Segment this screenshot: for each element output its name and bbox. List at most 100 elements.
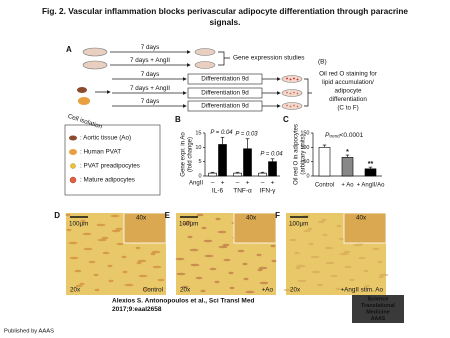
error-bar: [220, 136, 225, 145]
panel-label: D: [54, 211, 60, 220]
legend-frame: [64, 124, 161, 196]
cell-blob: [377, 260, 383, 264]
cell-blob: [336, 224, 342, 228]
pvat-icon: [78, 97, 90, 105]
arrow-label: 7 days: [141, 71, 160, 78]
error-bar: [260, 171, 265, 174]
cell-blob: [108, 279, 114, 283]
cell-blob: [66, 228, 72, 232]
micrograph: [175, 212, 277, 295]
cell-blob: [325, 261, 335, 265]
cell-blob: [190, 263, 200, 267]
cell-dot: [293, 91, 295, 94]
step-label: (C to F): [337, 105, 358, 112]
dish: [281, 102, 303, 110]
category-label: IL-6: [212, 188, 224, 195]
y-tick-label: 0: [306, 173, 309, 179]
logo-bg: [352, 295, 404, 323]
y-tick-label: 10: [195, 145, 201, 151]
scale-label: 100µm: [69, 221, 88, 228]
cell-blob: [288, 223, 296, 227]
dish: [194, 61, 216, 69]
box-label: Differentiation 9d: [201, 76, 249, 83]
y-axis-label: (fold change): [188, 137, 194, 172]
cell-blob: [115, 227, 123, 231]
inset: [343, 212, 387, 244]
annotation: P = 0.04: [210, 130, 233, 136]
legend-icon: [69, 149, 77, 155]
category-label: + Ao: [341, 183, 354, 189]
citation: Alexios S. Antonopoulos et al., Sci Tran…: [112, 298, 254, 305]
cell-blob: [271, 259, 277, 263]
cell-dot: [296, 78, 299, 81]
dish: [281, 89, 303, 97]
cell-blob: [349, 278, 355, 282]
cell-blob: [93, 273, 99, 277]
cell-blob: [283, 288, 293, 292]
micrograph: [283, 212, 389, 295]
cell-blob: [189, 248, 199, 252]
bracket: [218, 51, 230, 66]
footer: Published by AAAS: [4, 329, 54, 335]
y-axis-label: Gene expr. in Ao: [181, 132, 187, 177]
panel-label: C: [283, 115, 289, 124]
series-label: –: [261, 180, 265, 187]
legend-icon: [69, 135, 77, 141]
y-tick-label: 50: [303, 159, 309, 165]
y-tick-label: 5: [198, 159, 201, 165]
condition: Control: [143, 287, 163, 294]
cell-blob: [343, 250, 351, 254]
cell-blob: [303, 229, 311, 233]
cell-blob: [317, 220, 325, 224]
category-label: + AngII/Ao: [357, 183, 386, 189]
cell-blob: [182, 222, 190, 226]
cell-blob: [111, 229, 121, 233]
cell-blob: [353, 243, 363, 247]
cell-blob: [324, 246, 334, 250]
series-label: +: [271, 180, 275, 187]
cell-blob: [68, 241, 78, 245]
cell-blob: [107, 264, 113, 268]
cell-blob: [259, 281, 269, 285]
cell-blob: [379, 273, 389, 277]
error-bar: [322, 144, 327, 148]
citation: 2017;9:eaal2658: [112, 306, 162, 313]
cell-blob: [322, 233, 328, 237]
figure-title: signals.: [210, 17, 241, 27]
cell-blob: [79, 282, 85, 286]
cell-blob: [175, 257, 185, 261]
cell-blob: [203, 239, 213, 243]
cell-blob: [116, 242, 124, 246]
cell-dot: [286, 77, 288, 80]
magnification: 20x: [70, 287, 81, 294]
category-label: IFN-γ: [260, 188, 277, 195]
cell-blob: [243, 277, 249, 281]
step-ref: (B): [318, 59, 327, 66]
cell-blob: [122, 270, 128, 274]
cell-blob: [228, 271, 234, 275]
inset: [123, 212, 167, 244]
legend-icon: [69, 176, 77, 184]
cell-blob: [364, 284, 370, 288]
row-label: AngII: [189, 181, 203, 187]
cell-blob: [83, 247, 93, 251]
cell-blob: [215, 217, 221, 221]
legend-text: : Aortic tissue (Ao): [80, 135, 131, 142]
y-axis-label: Oil red O in adipocytes: [294, 124, 300, 185]
cell-blob: [294, 251, 300, 255]
cell-blob: [110, 214, 120, 218]
cell-blob: [296, 264, 306, 268]
legend-text: : Human PVAT: [80, 149, 121, 156]
cell-blob: [152, 265, 162, 269]
cell-blob: [80, 219, 86, 223]
series-label: –: [211, 180, 215, 187]
cell-blob: [176, 272, 186, 276]
cell-dot: [293, 104, 295, 107]
bar: [233, 172, 242, 177]
cell-blob: [222, 243, 230, 247]
panel-a-graphics: [77, 47, 312, 112]
bar: [208, 172, 217, 177]
cell-blob: [138, 274, 148, 278]
inset-label: 40x: [246, 215, 257, 222]
cell-blob: [330, 274, 338, 278]
